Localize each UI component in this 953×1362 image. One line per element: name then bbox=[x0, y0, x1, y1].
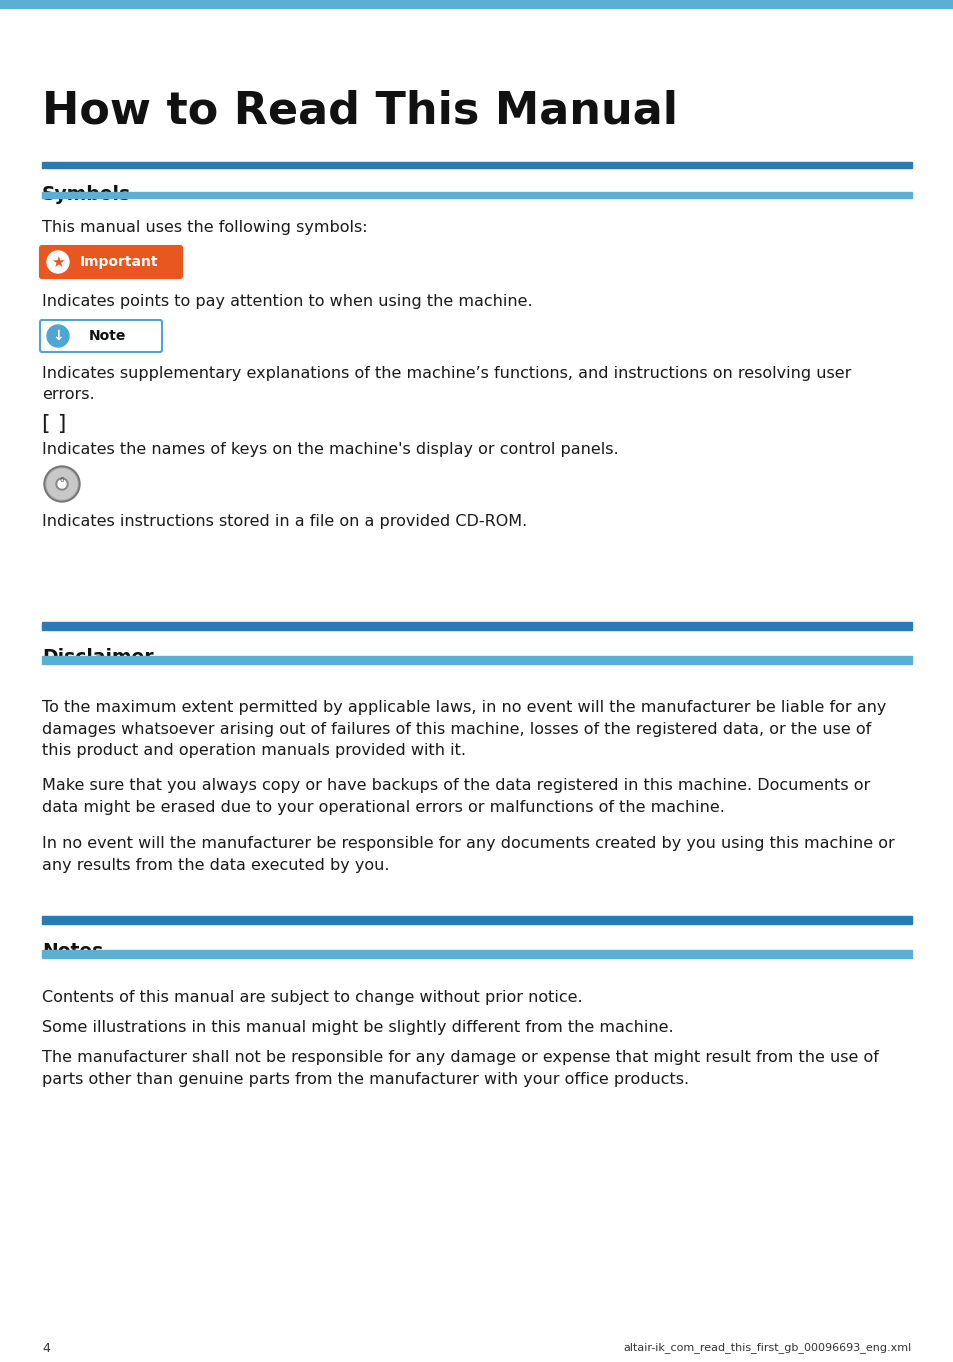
Text: Symbols: Symbols bbox=[42, 185, 131, 204]
Text: Note: Note bbox=[89, 330, 126, 343]
FancyBboxPatch shape bbox=[40, 320, 162, 351]
Circle shape bbox=[56, 478, 68, 490]
Text: ↓: ↓ bbox=[52, 330, 64, 343]
Bar bbox=[42, 622, 911, 631]
Text: Notes: Notes bbox=[42, 943, 103, 962]
Bar bbox=[0, 0, 953, 8]
Text: Make sure that you always copy or have backups of the data registered in this ma: Make sure that you always copy or have b… bbox=[42, 778, 869, 814]
Circle shape bbox=[46, 469, 78, 500]
Text: 4: 4 bbox=[42, 1342, 50, 1355]
Text: Indicates points to pay attention to when using the machine.: Indicates points to pay attention to whe… bbox=[42, 294, 532, 309]
Bar bbox=[42, 162, 911, 168]
Text: [ ]: [ ] bbox=[42, 414, 67, 434]
Text: Indicates supplementary explanations of the machine’s functions, and instruction: Indicates supplementary explanations of … bbox=[42, 366, 850, 402]
Text: The manufacturer shall not be responsible for any damage or expense that might r: The manufacturer shall not be responsibl… bbox=[42, 1050, 878, 1087]
FancyBboxPatch shape bbox=[40, 247, 182, 278]
Text: altair-ik_com_read_this_first_gb_00096693_eng.xml: altair-ik_com_read_this_first_gb_0009669… bbox=[623, 1342, 911, 1352]
Text: Indicates the names of keys on the machine's display or control panels.: Indicates the names of keys on the machi… bbox=[42, 443, 618, 458]
Text: To the maximum extent permitted by applicable laws, in no event will the manufac: To the maximum extent permitted by appli… bbox=[42, 700, 885, 759]
Text: Indicates instructions stored in a file on a provided CD-ROM.: Indicates instructions stored in a file … bbox=[42, 513, 527, 528]
Text: How to Read This Manual: How to Read This Manual bbox=[42, 90, 678, 133]
Text: Contents of this manual are subject to change without prior notice.: Contents of this manual are subject to c… bbox=[42, 990, 582, 1005]
Text: This manual uses the following symbols:: This manual uses the following symbols: bbox=[42, 221, 367, 236]
Bar bbox=[42, 917, 911, 923]
Bar bbox=[42, 656, 911, 665]
Circle shape bbox=[47, 251, 69, 272]
Text: Some illustrations in this manual might be slightly different from the machine.: Some illustrations in this manual might … bbox=[42, 1020, 673, 1035]
Circle shape bbox=[44, 466, 80, 503]
Text: 6: 6 bbox=[60, 477, 64, 484]
Text: Important: Important bbox=[80, 255, 158, 270]
Bar bbox=[42, 951, 911, 957]
Bar bbox=[42, 192, 911, 197]
Circle shape bbox=[47, 326, 69, 347]
Circle shape bbox=[58, 479, 66, 488]
Text: ★: ★ bbox=[51, 255, 65, 270]
Text: Disclaimer: Disclaimer bbox=[42, 648, 153, 667]
Text: In no event will the manufacturer be responsible for any documents created by yo: In no event will the manufacturer be res… bbox=[42, 836, 894, 873]
Circle shape bbox=[47, 469, 77, 498]
